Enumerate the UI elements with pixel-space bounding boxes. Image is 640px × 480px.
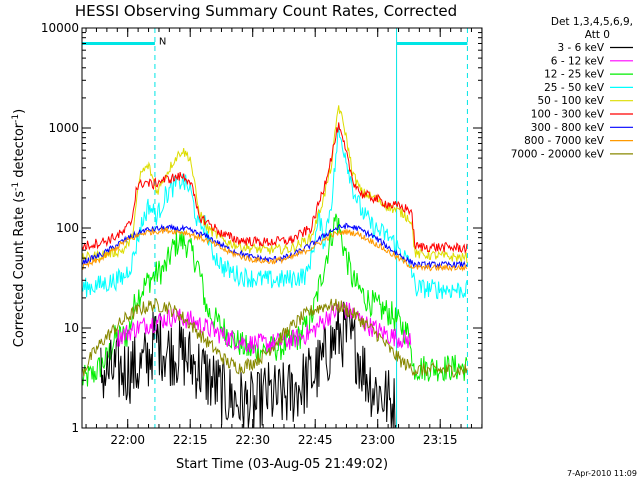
y-axis-title-exp1: -1 — [11, 182, 21, 191]
x-tick-label: 23:15 — [423, 433, 458, 447]
y-axis-title-suffix: ) — [12, 109, 27, 114]
night-label: N — [159, 36, 166, 47]
legend-label-6: 300 - 800 keV — [531, 122, 605, 134]
legend-label-2: 12 - 25 keV — [544, 69, 605, 81]
legend-label-5: 100 - 300 keV — [531, 109, 605, 121]
y-tick-label: 10000 — [41, 21, 79, 35]
chart-title: HESSI Observing Summary Count Rates, Cor… — [75, 2, 457, 20]
series-line-4 — [81, 105, 468, 264]
x-tick-label: 22:30 — [235, 433, 270, 447]
legend-label-4: 50 - 100 keV — [537, 95, 604, 107]
legend-label-7: 800 - 7000 keV — [524, 135, 605, 147]
legend-label-1: 6 - 12 keV — [551, 55, 605, 67]
x-tick-label: 23:00 — [360, 433, 395, 447]
series-line-8 — [81, 298, 468, 378]
series-line-5 — [81, 122, 468, 255]
y-axis-title-exp2: -1 — [11, 114, 21, 123]
footer-timestamp: 7-Apr-2010 11:09 — [567, 469, 637, 478]
x-axis: 22:00 22:15 22:30 22:45 23:00 23:15 — [85, 28, 483, 447]
y-axis-title: Corrected Count Rate (s-1 detector-1) — [11, 109, 27, 347]
x-tick-label: 22:15 — [173, 433, 208, 447]
series-line-1 — [116, 301, 412, 355]
x-axis-title: Start Time (03-Aug-05 21:49:02) — [176, 457, 388, 472]
series-line-2 — [81, 213, 468, 387]
legend-header-line2: Att 0 — [585, 29, 610, 41]
legend-label-3: 25 - 50 keV — [544, 82, 605, 94]
data-series — [81, 105, 468, 429]
y-axis-title-mid: detector — [12, 122, 27, 182]
y-axis: 1 10 100 1000 10000 — [41, 21, 482, 435]
y-axis-title-prefix: Corrected Count Rate (s — [12, 191, 27, 348]
legend-label-0: 3 - 6 keV — [557, 42, 604, 54]
y-tick-label: 1 — [71, 421, 79, 435]
y-tick-label: 1000 — [48, 121, 79, 135]
legend-header-line1: Det 1,3,4,5,6,9, — [551, 16, 633, 28]
series-line-7 — [81, 227, 468, 272]
y-tick-label: 100 — [56, 221, 79, 235]
x-tick-label: 22:45 — [298, 433, 333, 447]
y-tick-label: 10 — [64, 321, 79, 335]
series-line-0 — [100, 301, 397, 429]
x-tick-label: 22:00 — [110, 433, 145, 447]
legend-label-8: 7000 - 20000 keV — [511, 148, 605, 160]
